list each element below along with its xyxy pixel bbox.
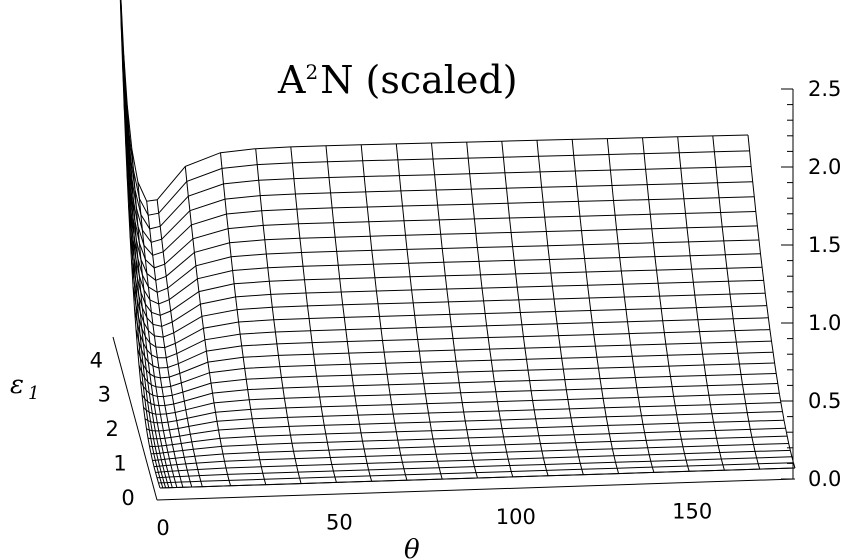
mesh-col-line xyxy=(119,0,161,489)
axes xyxy=(112,88,796,501)
mesh-row-line xyxy=(147,411,783,440)
mesh-row-line xyxy=(128,205,763,316)
mesh-col-line xyxy=(146,201,193,488)
mesh-row-line xyxy=(129,234,764,327)
mesh-row-line xyxy=(149,419,785,448)
mesh-col-line xyxy=(395,143,443,480)
mesh-col-line xyxy=(325,145,373,482)
mesh-row-line xyxy=(120,0,750,216)
mesh-row-line xyxy=(146,402,781,432)
mesh-row-line xyxy=(134,308,769,359)
z-tick-label: 0.0 xyxy=(808,467,841,491)
mesh-row-line xyxy=(126,173,761,305)
mesh-col-line xyxy=(131,149,178,488)
y-tick-label: 4 xyxy=(90,348,103,372)
x-axis-line xyxy=(156,478,796,501)
mesh-row-line xyxy=(137,340,772,379)
x-axis-floor-line xyxy=(159,467,796,489)
mesh-row-line xyxy=(132,285,767,349)
mesh-row-line xyxy=(140,362,775,398)
x-tick-label: 0 xyxy=(156,516,169,540)
mesh-row-line xyxy=(138,351,774,389)
mesh-row-line xyxy=(151,427,786,455)
mesh-col-line xyxy=(712,135,761,470)
z-tick-label: 1.0 xyxy=(808,311,841,335)
z-tick-label: 2.5 xyxy=(808,77,841,101)
mesh-col-line xyxy=(642,137,690,472)
surface-mesh-cols xyxy=(119,0,796,489)
mesh-col-line xyxy=(255,148,302,484)
mesh-col-line xyxy=(571,139,620,474)
y-tick-label: 0 xyxy=(121,486,134,510)
y-axis-line xyxy=(112,336,158,501)
y-tick-label: 3 xyxy=(98,383,111,407)
x-tick-label: 100 xyxy=(496,505,536,529)
surface-mesh-rows xyxy=(120,0,796,489)
mesh-col-line xyxy=(466,142,514,478)
mesh-col-line xyxy=(536,140,584,475)
mesh-row-line xyxy=(158,462,794,484)
z-tick-label: 0.5 xyxy=(808,389,841,413)
mesh-row-line xyxy=(135,329,770,369)
mesh-row-line xyxy=(155,449,791,473)
chart-title: A2N (scaled) xyxy=(277,58,518,102)
mesh-col-line xyxy=(123,55,170,488)
mesh-row-line xyxy=(123,102,758,281)
mesh-col-line xyxy=(120,0,167,488)
mesh-row-line xyxy=(141,373,777,407)
x-tick-label: 150 xyxy=(672,499,712,523)
mesh-col-line xyxy=(747,134,796,469)
mesh-row-line xyxy=(144,392,780,424)
mesh-col-line xyxy=(431,142,478,479)
mesh-col-line xyxy=(677,136,725,471)
mesh-row-line xyxy=(156,456,792,479)
mesh-col-line xyxy=(184,166,232,486)
y-tick-label: 1 xyxy=(113,452,126,476)
y-tick-label: 2 xyxy=(105,417,118,441)
mesh-row-line xyxy=(120,0,753,243)
mesh-col-line xyxy=(606,138,655,473)
mesh-col-line xyxy=(360,144,408,481)
mesh-row-line xyxy=(131,261,766,338)
mesh-row-line xyxy=(153,443,789,468)
mesh-col-line xyxy=(120,0,164,489)
x-tick-label: 50 xyxy=(326,510,353,534)
mesh-col-line xyxy=(156,199,203,487)
mesh-row-line xyxy=(125,139,760,293)
z-tick-label: 1.5 xyxy=(808,233,841,257)
mesh-col-line xyxy=(137,181,184,488)
mesh-col-line xyxy=(290,146,337,483)
mesh-row-line xyxy=(120,0,752,230)
mesh-row-line xyxy=(152,435,788,461)
mesh-col-line xyxy=(126,105,173,488)
mesh-col-line xyxy=(220,152,267,485)
mesh-row-line xyxy=(143,383,778,415)
mesh-col-line xyxy=(501,141,549,476)
x-axis-label: θ xyxy=(404,535,420,560)
z-tick-label: 2.0 xyxy=(808,155,841,179)
tick-labels: 0.0 0.5 1.0 1.5 2.0 2.5 0 50 100 150 0 1 2 3 4 xyxy=(90,77,842,540)
